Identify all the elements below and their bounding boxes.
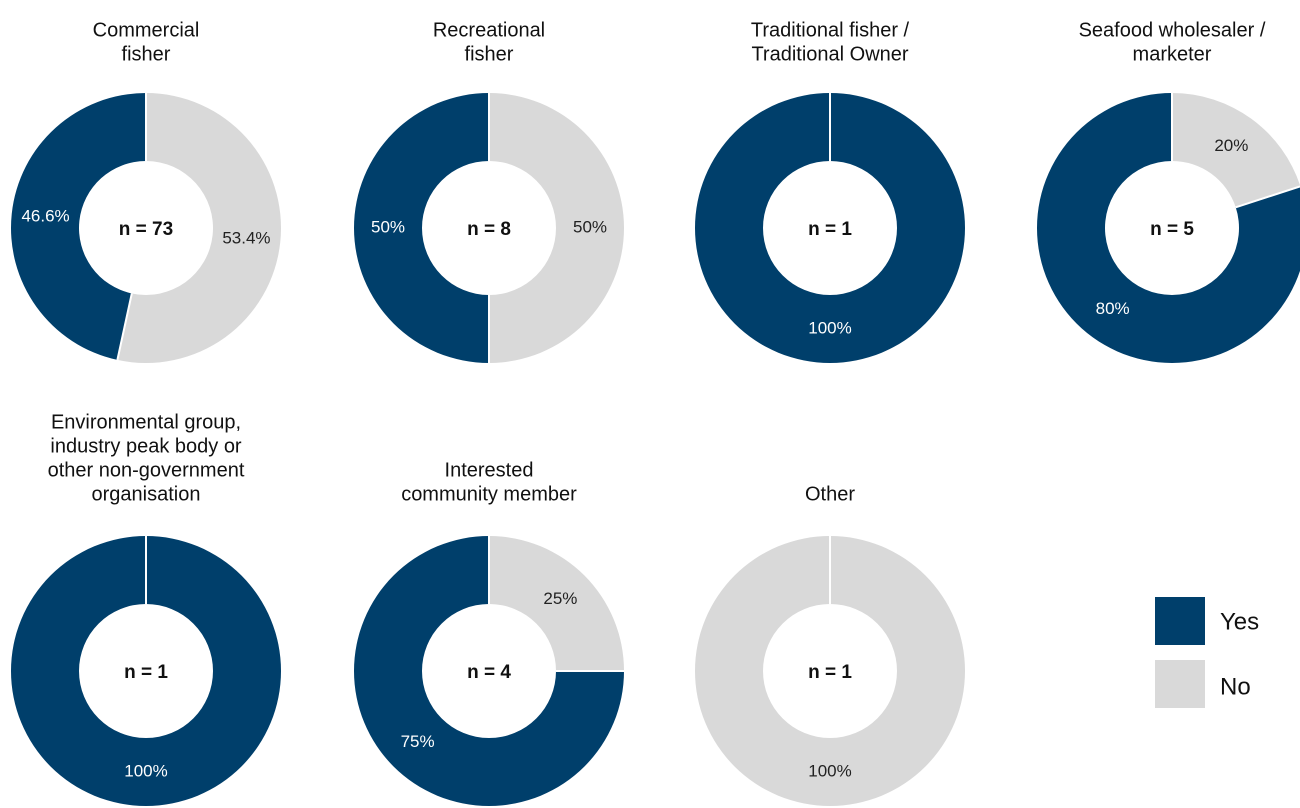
donut-slice [354,536,624,806]
legend-label: No [1220,673,1251,700]
value-label: 100% [808,761,851,780]
slice-separator [1235,185,1300,209]
chart-title: Traditional fisher / [751,19,910,41]
center-label: n = 5 [1150,219,1194,240]
chart-title: Interested [445,459,534,481]
legend-swatch [1155,597,1205,645]
chart-title: fisher [122,43,171,65]
value-label: 100% [124,761,167,780]
value-label: 80% [1096,299,1130,318]
center-label: n = 73 [119,219,173,240]
value-label: 75% [401,732,435,751]
legend-label: Yes [1220,608,1259,635]
chart-title: marketer [1133,43,1212,65]
chart-title: Recreational [433,19,545,41]
donut-slice [489,93,624,363]
chart-title: organisation [92,483,201,505]
center-label: n = 4 [467,662,511,683]
value-label: 53.4% [222,228,270,247]
value-label: 25% [543,589,577,608]
value-label: 20% [1214,136,1248,155]
donut-slice [354,93,489,363]
chart-title: industry peak body or [50,435,242,457]
chart-title: Other [805,483,855,505]
donut-slice [1037,93,1300,363]
center-label: n = 8 [467,219,511,240]
value-label: 50% [371,217,405,236]
value-label: 50% [573,217,607,236]
chart-title: Commercial [93,19,200,41]
donut-slice [1172,93,1300,208]
chart-title: fisher [465,43,514,65]
chart-title: community member [401,483,577,505]
donut-slice [117,92,282,363]
donut-slice [489,536,624,671]
center-label: n = 1 [808,219,852,240]
donut-slice [695,93,965,363]
donut-slice [11,92,146,360]
value-label: 46.6% [21,207,69,226]
slice-separator [116,293,133,361]
center-label: n = 1 [124,662,168,683]
donut-slice [695,536,965,806]
chart-title: Seafood wholesaler / [1079,19,1266,41]
legend-swatch [1155,660,1205,708]
center-label: n = 1 [808,662,852,683]
donut-slice [11,536,281,806]
chart-title: Environmental group, [51,411,241,433]
chart-title: other non-government [48,459,245,481]
value-label: 100% [808,318,851,337]
chart-title: Traditional Owner [751,43,908,65]
